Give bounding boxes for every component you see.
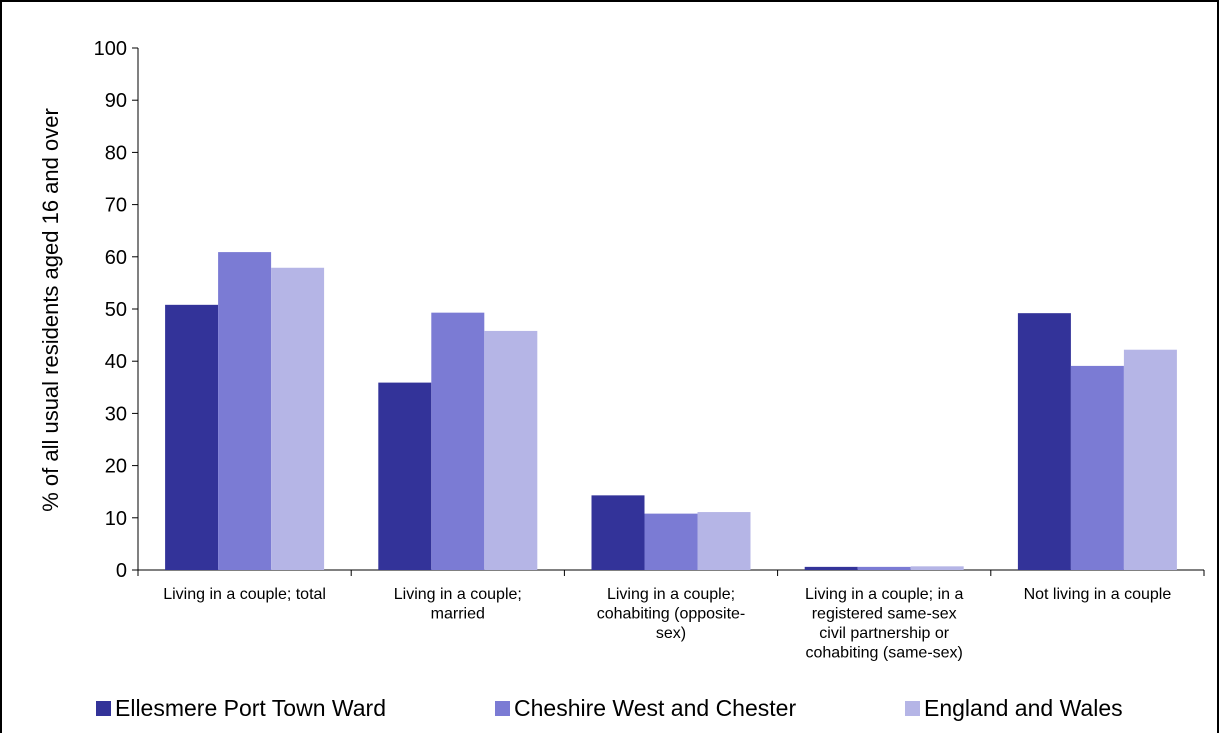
y-tick-label: 80 (105, 142, 127, 164)
category-labels: Living in a couple; total Living in a cou… (163, 586, 1171, 662)
y-axis-label: % of all usual residents aged 16 and ove… (38, 108, 63, 512)
y-tick-label: 90 (105, 90, 127, 112)
x-category-label: Living in a couple; married (394, 586, 522, 623)
y-tick-label: 30 (105, 403, 127, 425)
x-category-label: Not living in a couple (1024, 586, 1172, 603)
y-tick-label: 0 (116, 560, 127, 582)
bar (271, 267, 325, 570)
bar (218, 252, 272, 571)
legend-label: England and Wales (924, 695, 1123, 721)
legend-swatch (96, 701, 111, 716)
legend-label: Ellesmere Port Town Ward (115, 695, 386, 721)
bar (484, 330, 538, 570)
x-category-label: Living in a couple; total (163, 586, 326, 603)
x-category-label: Living in a couple; in a registered same-… (805, 586, 963, 662)
bar (591, 495, 645, 570)
bar (644, 513, 698, 570)
y-tick-label: 40 (105, 351, 127, 373)
legend-label: Cheshire West and Chester (514, 695, 796, 721)
bar (804, 566, 858, 570)
legend-swatch (905, 701, 920, 716)
bar (1017, 313, 1071, 570)
x-category-label: Living in a couple; cohabiting (opposite-… (597, 586, 746, 642)
bars (165, 252, 1177, 571)
y-tick-label: 60 (105, 247, 127, 269)
y-tick-label: 10 (105, 508, 127, 530)
y-tick-label: 50 (105, 299, 127, 321)
bar (378, 382, 432, 570)
bar (1123, 349, 1177, 570)
legend-swatch (495, 701, 510, 716)
bar (697, 512, 751, 570)
bar (165, 304, 219, 570)
bar (1070, 365, 1124, 570)
bar (910, 566, 964, 570)
y-tick-label: 20 (105, 456, 127, 478)
bar (857, 566, 911, 570)
y-tick-label: 70 (105, 195, 127, 217)
legend: Ellesmere Port Town Ward Cheshire West an… (96, 695, 1123, 721)
y-tick-label: 100 (94, 38, 127, 60)
tick-labels: 0 10 20 30 40 50 60 70 80 90 100 (94, 38, 127, 582)
bar (431, 312, 485, 570)
